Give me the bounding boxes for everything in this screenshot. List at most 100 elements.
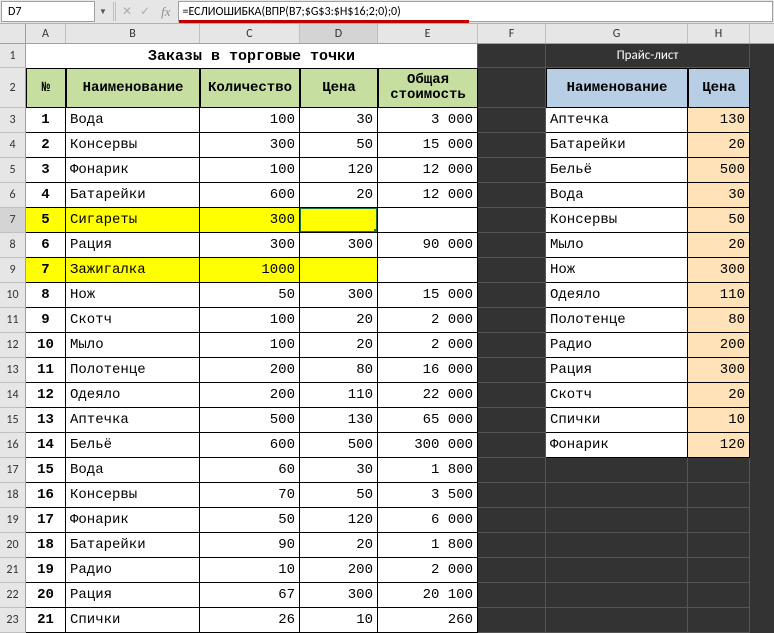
order-num[interactable]: 20 bbox=[26, 583, 66, 608]
cell[interactable] bbox=[688, 483, 750, 508]
cell[interactable] bbox=[478, 433, 546, 458]
order-num[interactable]: 15 bbox=[26, 458, 66, 483]
order-qty[interactable]: 100 bbox=[200, 108, 300, 133]
order-total[interactable]: 2 000 bbox=[378, 558, 478, 583]
cell[interactable] bbox=[688, 533, 750, 558]
cell[interactable] bbox=[546, 583, 688, 608]
order-name[interactable]: Фонарик bbox=[66, 158, 200, 183]
row-header[interactable]: 21 bbox=[0, 558, 26, 583]
cell[interactable] bbox=[546, 533, 688, 558]
cell[interactable] bbox=[546, 483, 688, 508]
price-name[interactable]: Полотенце bbox=[546, 308, 688, 333]
order-qty[interactable]: 50 bbox=[200, 283, 300, 308]
order-name[interactable]: Консервы bbox=[66, 483, 200, 508]
confirm-icon[interactable]: ✓ bbox=[140, 4, 150, 19]
price-value[interactable]: 20 bbox=[688, 233, 750, 258]
name-box-dropdown-icon[interactable]: ▼ bbox=[95, 0, 111, 23]
order-num[interactable]: 2 bbox=[26, 133, 66, 158]
order-qty[interactable]: 26 bbox=[200, 608, 300, 633]
order-price[interactable] bbox=[300, 258, 378, 283]
order-name[interactable]: Сигареты bbox=[66, 208, 200, 233]
col-header-E[interactable]: E bbox=[378, 24, 478, 43]
order-name[interactable]: Бельё bbox=[66, 433, 200, 458]
row-header[interactable]: 19 bbox=[0, 508, 26, 533]
order-price[interactable]: 300 bbox=[300, 233, 378, 258]
row-header[interactable]: 15 bbox=[0, 408, 26, 433]
order-qty[interactable]: 67 bbox=[200, 583, 300, 608]
order-num[interactable]: 11 bbox=[26, 358, 66, 383]
order-name[interactable]: Фонарик bbox=[66, 508, 200, 533]
price-value[interactable]: 80 bbox=[688, 308, 750, 333]
row-header[interactable]: 9 bbox=[0, 258, 26, 283]
row-header[interactable]: 17 bbox=[0, 458, 26, 483]
order-price[interactable]: 80 bbox=[300, 358, 378, 383]
col-header-H[interactable]: H bbox=[688, 24, 750, 43]
price-name[interactable]: Фонарик bbox=[546, 433, 688, 458]
cell[interactable] bbox=[478, 458, 546, 483]
price-value[interactable]: 300 bbox=[688, 258, 750, 283]
cell[interactable] bbox=[478, 358, 546, 383]
order-price[interactable] bbox=[300, 208, 378, 233]
order-price[interactable]: 300 bbox=[300, 583, 378, 608]
cell[interactable] bbox=[688, 508, 750, 533]
cell[interactable] bbox=[546, 458, 688, 483]
price-value[interactable]: 20 bbox=[688, 133, 750, 158]
cell[interactable] bbox=[478, 583, 546, 608]
order-price[interactable]: 10 bbox=[300, 608, 378, 633]
order-total[interactable]: 1 800 bbox=[378, 533, 478, 558]
price-name[interactable]: Вода bbox=[546, 183, 688, 208]
cancel-icon[interactable]: ✕ bbox=[122, 4, 132, 19]
order-qty[interactable]: 600 bbox=[200, 433, 300, 458]
price-value[interactable]: 120 bbox=[688, 433, 750, 458]
cell[interactable] bbox=[546, 558, 688, 583]
cell[interactable] bbox=[688, 583, 750, 608]
cell[interactable] bbox=[478, 333, 546, 358]
row-header[interactable]: 8 bbox=[0, 233, 26, 258]
row-header[interactable]: 20 bbox=[0, 533, 26, 558]
order-num[interactable]: 7 bbox=[26, 258, 66, 283]
order-price[interactable]: 110 bbox=[300, 383, 378, 408]
price-name[interactable]: Рация bbox=[546, 358, 688, 383]
order-total[interactable]: 2 000 bbox=[378, 333, 478, 358]
order-name[interactable]: Рация bbox=[66, 583, 200, 608]
order-qty[interactable]: 100 bbox=[200, 308, 300, 333]
row-header[interactable]: 14 bbox=[0, 383, 26, 408]
order-num[interactable]: 17 bbox=[26, 508, 66, 533]
order-name[interactable]: Зажигалка bbox=[66, 258, 200, 283]
order-qty[interactable]: 70 bbox=[200, 483, 300, 508]
order-total[interactable]: 20 100 bbox=[378, 583, 478, 608]
order-price[interactable]: 30 bbox=[300, 108, 378, 133]
order-total[interactable]: 3 000 bbox=[378, 108, 478, 133]
order-num[interactable]: 3 bbox=[26, 158, 66, 183]
cell[interactable] bbox=[478, 258, 546, 283]
order-price[interactable]: 20 bbox=[300, 183, 378, 208]
order-price[interactable]: 20 bbox=[300, 308, 378, 333]
order-qty[interactable]: 200 bbox=[200, 358, 300, 383]
order-price[interactable]: 130 bbox=[300, 408, 378, 433]
order-num[interactable]: 13 bbox=[26, 408, 66, 433]
cell[interactable] bbox=[478, 608, 546, 633]
order-qty[interactable]: 200 bbox=[200, 383, 300, 408]
order-qty[interactable]: 90 bbox=[200, 533, 300, 558]
order-num[interactable]: 9 bbox=[26, 308, 66, 333]
cell[interactable] bbox=[478, 383, 546, 408]
formula-input[interactable]: =ЕСЛИОШИБКА(ВПР(B7;$G$3:$H$16;2;0);0) bbox=[178, 1, 773, 22]
cell[interactable] bbox=[478, 508, 546, 533]
cell[interactable] bbox=[478, 68, 546, 108]
order-name[interactable]: Батарейки bbox=[66, 533, 200, 558]
price-value[interactable]: 10 bbox=[688, 408, 750, 433]
order-name[interactable]: Вода bbox=[66, 108, 200, 133]
order-total[interactable]: 1 800 bbox=[378, 458, 478, 483]
row-header[interactable]: 2 bbox=[0, 68, 26, 108]
col-header-D[interactable]: D bbox=[300, 24, 378, 43]
row-header[interactable]: 18 bbox=[0, 483, 26, 508]
cell[interactable] bbox=[478, 558, 546, 583]
select-all-corner[interactable] bbox=[0, 24, 26, 43]
price-name[interactable]: Радио bbox=[546, 333, 688, 358]
price-value[interactable]: 20 bbox=[688, 383, 750, 408]
price-value[interactable]: 110 bbox=[688, 283, 750, 308]
row-header[interactable]: 6 bbox=[0, 183, 26, 208]
order-name[interactable]: Полотенце bbox=[66, 358, 200, 383]
order-num[interactable]: 12 bbox=[26, 383, 66, 408]
order-qty[interactable]: 100 bbox=[200, 333, 300, 358]
